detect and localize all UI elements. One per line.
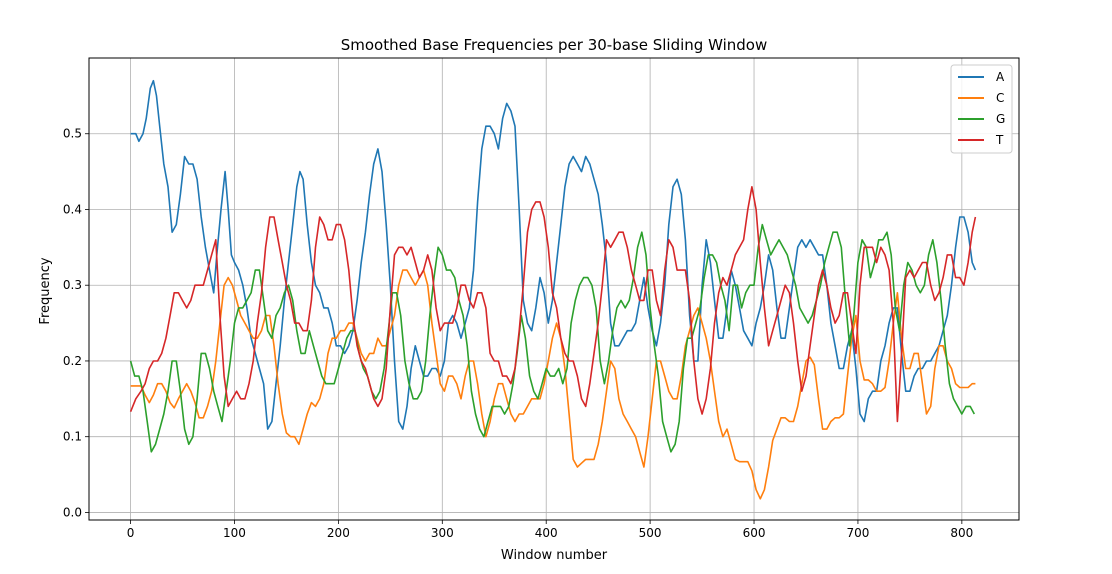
series-line-C [130,269,976,500]
x-tick-label: 0 [127,526,135,540]
legend-label-C: C [996,91,1004,105]
series-line-T [129,186,977,423]
y-tick-label: 0.2 [63,354,82,368]
y-axis-label: Frequency [38,257,53,324]
y-tick-label: 0.1 [63,430,82,444]
y-axis-ticks: 0.0 0.1 0.2 0.3 0.4 0.5 [63,127,89,519]
x-tick-label: 400 [535,526,558,540]
y-tick-label: 0.5 [63,127,82,141]
legend-label-G: G [996,112,1005,126]
y-tick-label: 0.0 [63,505,82,519]
series-line-A [130,79,977,430]
y-tick-label: 0.3 [63,278,82,292]
x-tick-label: 800 [950,526,973,540]
x-tick-label: 100 [223,526,246,540]
series-lines [129,79,977,500]
x-tick-label: 600 [743,526,766,540]
x-tick-label: 200 [327,526,350,540]
x-axis-label: Window number [501,548,608,563]
x-tick-label: 300 [431,526,454,540]
x-tick-label: 700 [846,526,869,540]
x-axis-ticks: 0 100 200 300 400 500 600 700 800 [127,520,973,540]
chart-title: Smoothed Base Frequencies per 30-base Sl… [341,36,767,54]
x-tick-label: 500 [639,526,662,540]
series-line-G [129,223,976,453]
legend-label-T: T [995,133,1004,147]
legend-box [950,64,1013,154]
plot-area-frame [88,57,1020,521]
y-tick-label: 0.4 [63,202,82,216]
legend-label-A: A [996,70,1005,84]
